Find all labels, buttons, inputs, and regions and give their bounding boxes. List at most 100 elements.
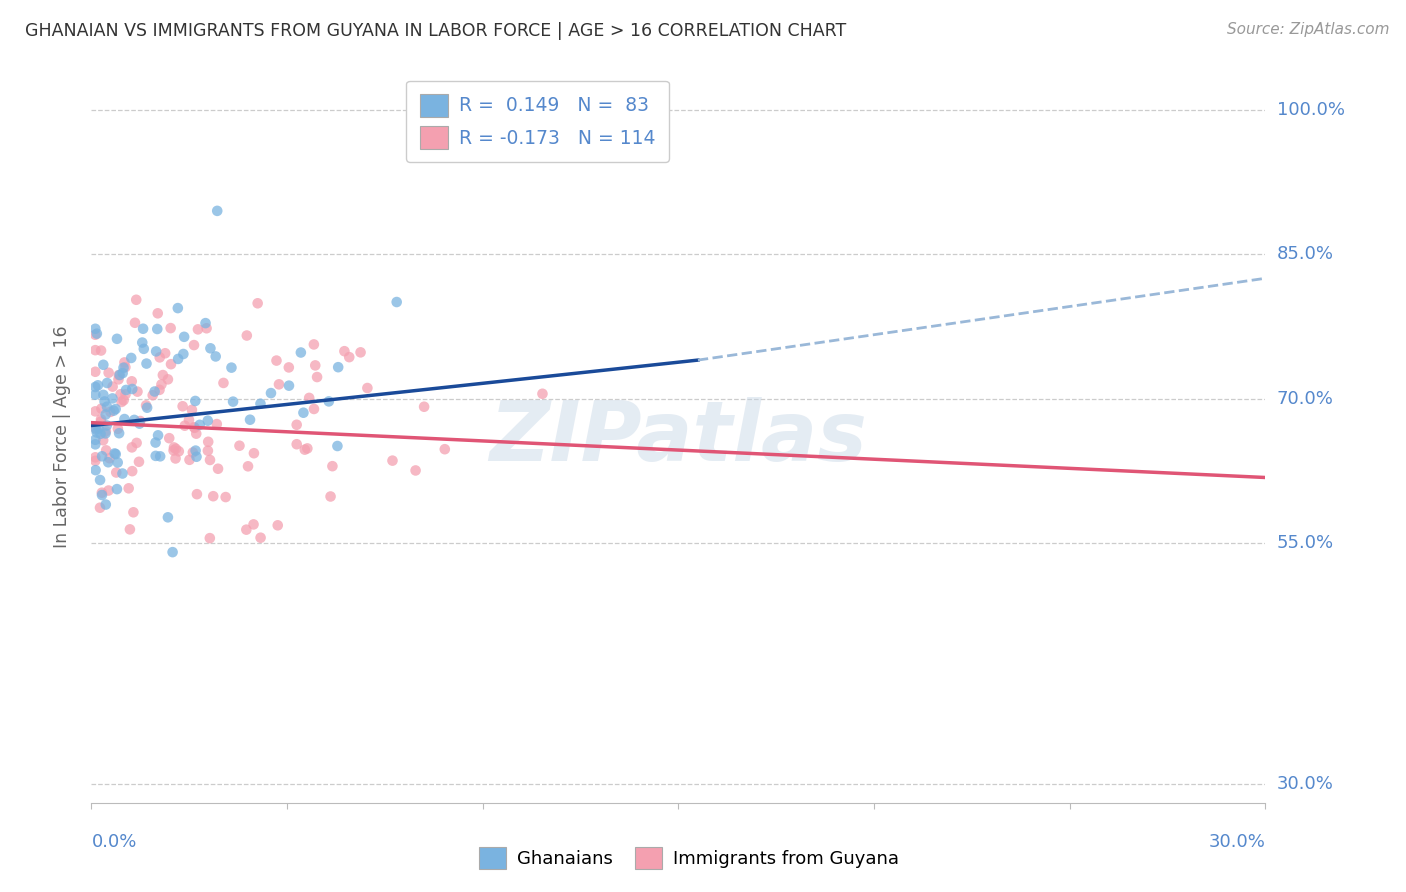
Point bbox=[321, 459, 343, 474]
Point bbox=[212, 376, 235, 390]
Point bbox=[114, 360, 136, 375]
Point bbox=[93, 394, 115, 409]
Point bbox=[97, 483, 120, 498]
Point bbox=[84, 404, 107, 418]
Point bbox=[91, 434, 114, 448]
Point bbox=[121, 382, 143, 396]
Point bbox=[91, 388, 114, 402]
Point bbox=[112, 355, 135, 369]
Point bbox=[131, 335, 153, 350]
Point bbox=[150, 377, 173, 392]
Text: 85.0%: 85.0% bbox=[1277, 245, 1333, 263]
Point bbox=[243, 446, 266, 460]
Point bbox=[104, 402, 127, 417]
Point bbox=[157, 431, 180, 445]
Point bbox=[125, 293, 148, 307]
Point bbox=[87, 421, 110, 435]
Point bbox=[84, 454, 107, 468]
Point bbox=[531, 386, 554, 401]
Point bbox=[104, 446, 127, 460]
Point bbox=[156, 372, 179, 386]
Point bbox=[128, 455, 150, 469]
Point bbox=[111, 366, 134, 380]
Point bbox=[104, 447, 127, 461]
Y-axis label: In Labor Force | Age > 16: In Labor Force | Age > 16 bbox=[52, 326, 70, 549]
Point bbox=[146, 428, 169, 442]
Text: 100.0%: 100.0% bbox=[1277, 101, 1344, 119]
Point bbox=[84, 450, 107, 465]
Point bbox=[200, 341, 222, 355]
Point bbox=[197, 443, 219, 458]
Point bbox=[278, 378, 301, 392]
Point bbox=[186, 426, 208, 441]
Point bbox=[121, 374, 143, 388]
Point bbox=[162, 545, 184, 559]
Point bbox=[121, 464, 143, 478]
Point bbox=[197, 434, 219, 449]
Point bbox=[145, 449, 167, 463]
Point bbox=[163, 441, 186, 455]
Point bbox=[107, 368, 129, 383]
Point bbox=[181, 445, 204, 459]
Point bbox=[108, 426, 131, 441]
Point bbox=[84, 343, 107, 358]
Point bbox=[112, 360, 135, 375]
Point bbox=[90, 485, 112, 500]
Point bbox=[86, 326, 108, 341]
Point bbox=[112, 393, 135, 408]
Point bbox=[298, 391, 321, 405]
Point bbox=[105, 466, 128, 480]
Point bbox=[172, 399, 194, 413]
Point bbox=[122, 505, 145, 519]
Point bbox=[153, 346, 176, 360]
Point bbox=[184, 394, 207, 409]
Point bbox=[101, 392, 124, 406]
Point bbox=[129, 414, 152, 428]
Point bbox=[90, 343, 112, 358]
Point bbox=[86, 425, 108, 440]
Point bbox=[110, 387, 132, 401]
Point bbox=[136, 401, 159, 415]
Point bbox=[165, 442, 187, 456]
Point bbox=[177, 413, 200, 427]
Point bbox=[124, 413, 146, 427]
Point bbox=[149, 450, 172, 464]
Point bbox=[127, 384, 149, 399]
Point bbox=[132, 322, 155, 336]
Point bbox=[162, 443, 184, 458]
Point bbox=[152, 368, 174, 382]
Point bbox=[307, 370, 329, 384]
Point bbox=[413, 400, 436, 414]
Point bbox=[143, 384, 166, 399]
Point bbox=[228, 439, 250, 453]
Point bbox=[167, 351, 190, 366]
Point bbox=[107, 422, 129, 436]
Point bbox=[214, 490, 236, 504]
Point bbox=[145, 344, 167, 359]
Point bbox=[239, 413, 262, 427]
Point bbox=[145, 435, 167, 450]
Point bbox=[149, 351, 172, 365]
Point bbox=[84, 322, 107, 336]
Point bbox=[142, 388, 165, 402]
Point bbox=[160, 357, 183, 371]
Point bbox=[90, 412, 112, 426]
Point bbox=[205, 417, 228, 431]
Point bbox=[84, 422, 107, 436]
Point bbox=[94, 408, 117, 422]
Point bbox=[167, 444, 190, 458]
Point bbox=[249, 397, 271, 411]
Point bbox=[91, 488, 114, 502]
Point bbox=[128, 417, 150, 431]
Point bbox=[91, 450, 114, 464]
Point bbox=[260, 386, 283, 401]
Point bbox=[84, 437, 107, 451]
Point bbox=[111, 467, 134, 481]
Point bbox=[110, 395, 132, 409]
Point bbox=[183, 338, 205, 352]
Point bbox=[96, 418, 118, 433]
Point bbox=[204, 350, 226, 364]
Point bbox=[221, 360, 243, 375]
Point bbox=[84, 387, 107, 401]
Text: 55.0%: 55.0% bbox=[1277, 534, 1334, 552]
